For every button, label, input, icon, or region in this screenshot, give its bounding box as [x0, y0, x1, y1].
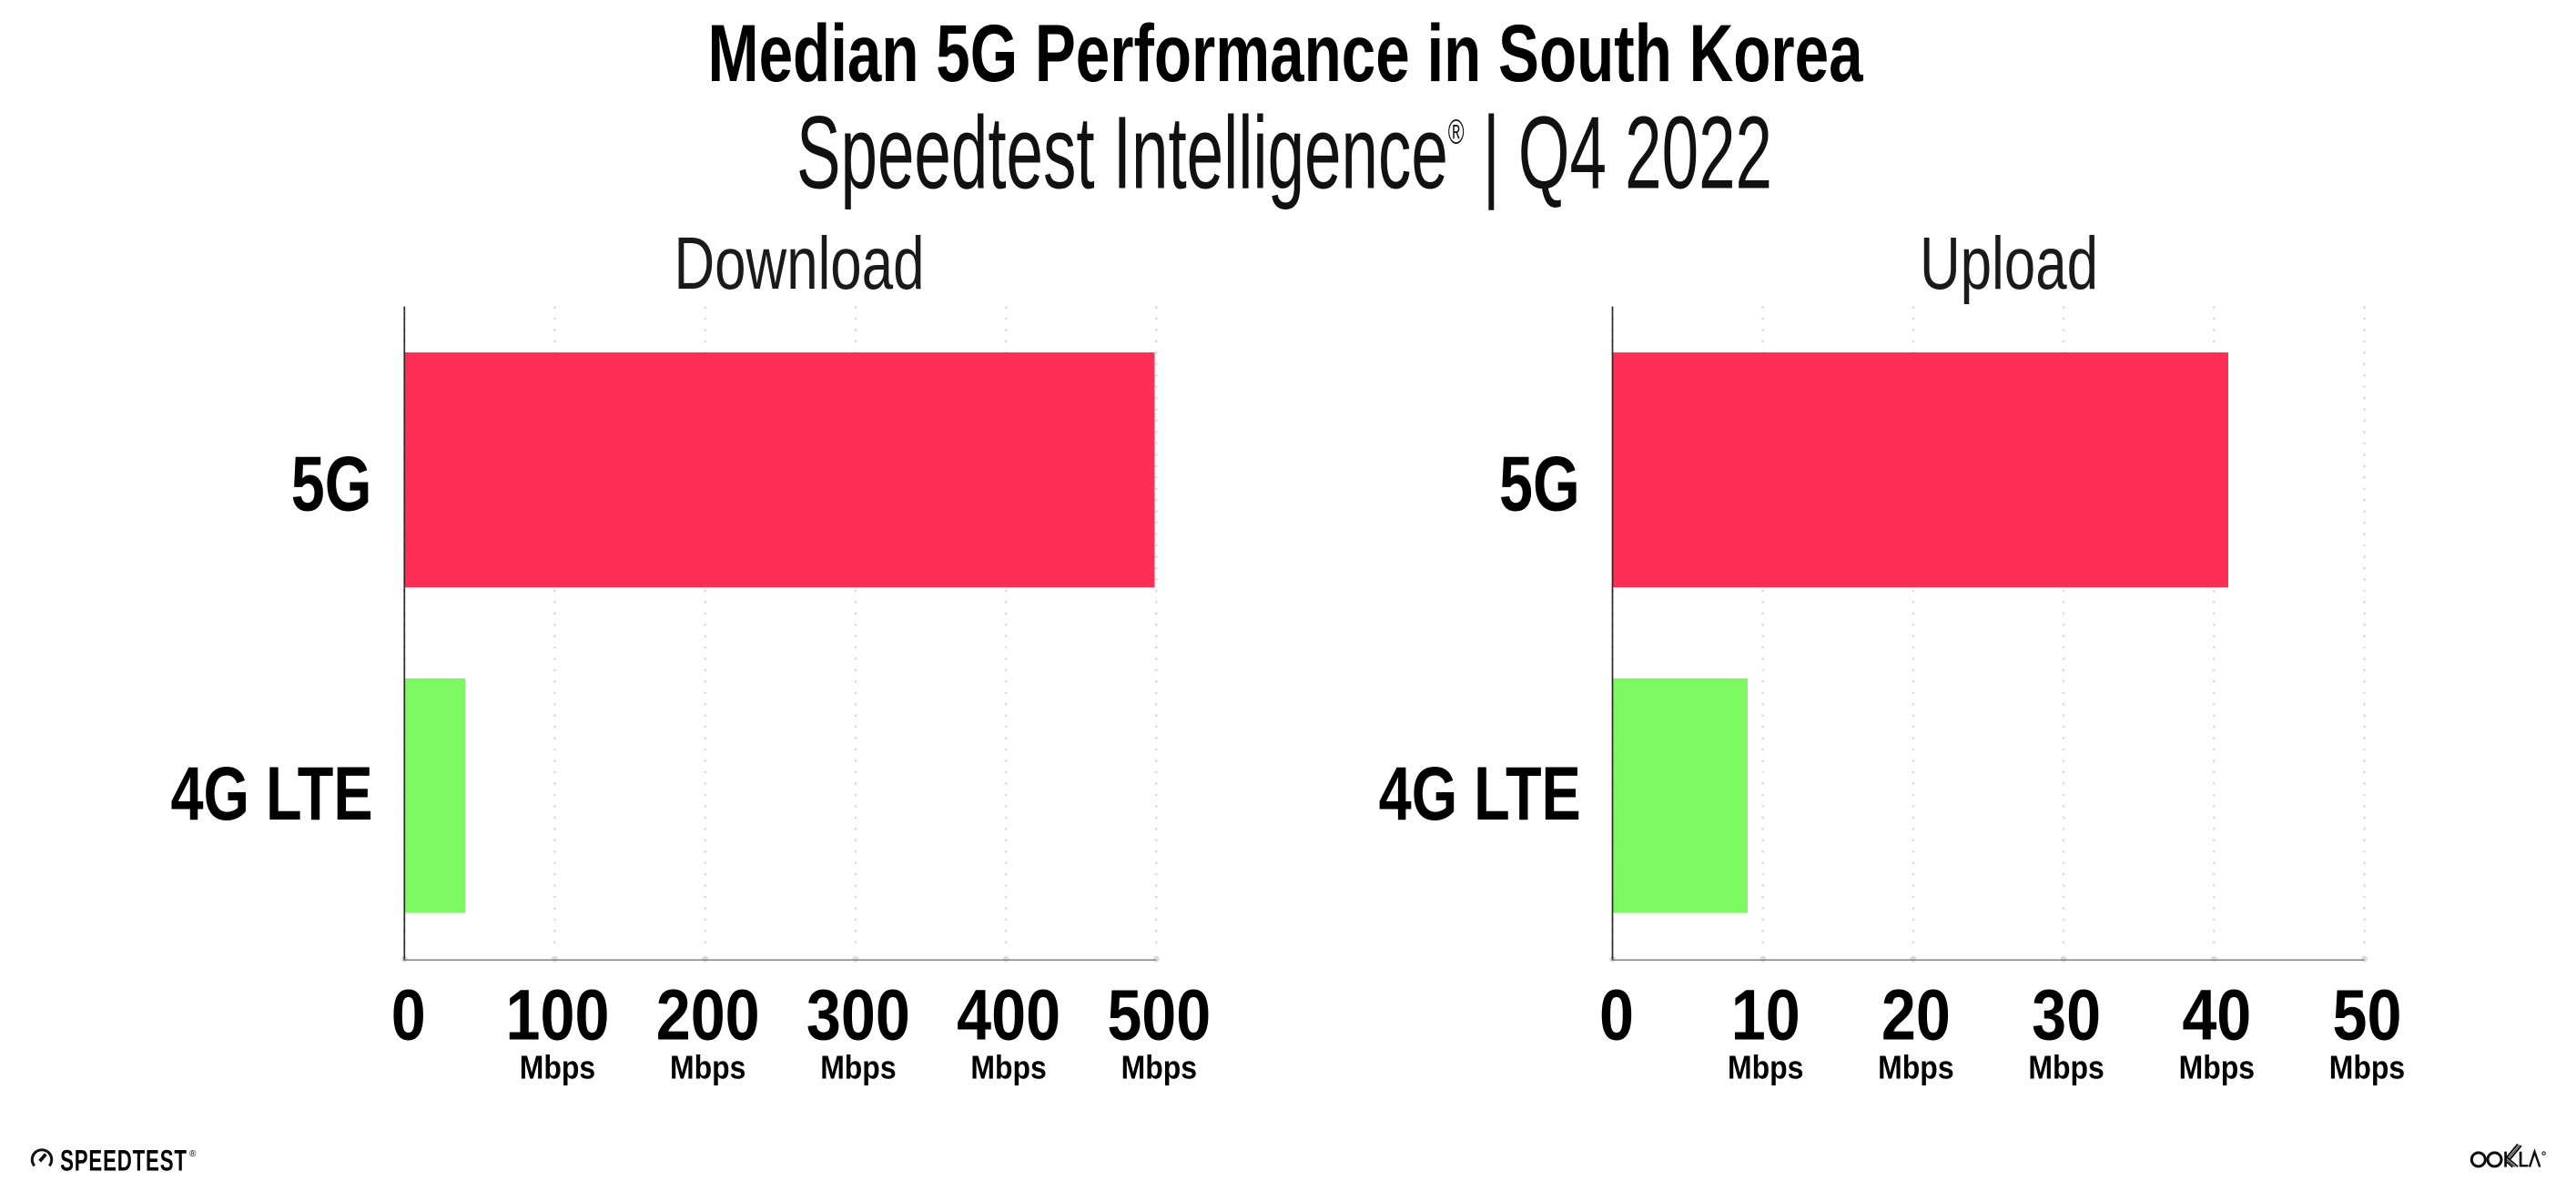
svg-text:Mbps: Mbps	[970, 1049, 1046, 1085]
svg-text:SPEEDTEST: SPEEDTEST	[60, 1144, 188, 1177]
svg-text:®: ®	[189, 1149, 197, 1159]
svg-text:5G: 5G	[1499, 442, 1580, 528]
svg-text:Mbps: Mbps	[2179, 1049, 2255, 1085]
svg-text:30: 30	[2032, 974, 2101, 1055]
svg-text:Mbps: Mbps	[2028, 1049, 2104, 1085]
svg-text:300: 300	[806, 974, 910, 1055]
svg-text:Mbps: Mbps	[670, 1049, 745, 1085]
svg-text:50: 50	[2333, 974, 2402, 1055]
svg-text:5G: 5G	[291, 442, 372, 528]
svg-text:4G LTE: 4G LTE	[1379, 751, 1581, 836]
svg-text:Download: Download	[674, 222, 925, 305]
svg-text:40: 40	[2182, 974, 2251, 1055]
svg-text:Mbps: Mbps	[1728, 1049, 1803, 1085]
svg-text:400: 400	[957, 974, 1060, 1055]
svg-text:Speedtest Intelligence® | Q4 2: Speedtest Intelligence® | Q4 2022	[796, 96, 1772, 210]
svg-text:Median 5G Performance in South: Median 5G Performance in South Korea	[707, 7, 1863, 98]
svg-text:Mbps: Mbps	[1121, 1049, 1197, 1085]
svg-text:200: 200	[656, 974, 760, 1055]
svg-text:0: 0	[391, 974, 426, 1055]
svg-text:100: 100	[506, 974, 610, 1055]
svg-text:10: 10	[1731, 974, 1800, 1055]
svg-text:Mbps: Mbps	[1878, 1049, 1953, 1085]
svg-text:Mbps: Mbps	[2329, 1049, 2405, 1085]
svg-text:Upload: Upload	[1920, 222, 2098, 305]
svg-text:500: 500	[1107, 974, 1211, 1055]
svg-text:4G LTE: 4G LTE	[170, 751, 372, 836]
svg-text:Mbps: Mbps	[820, 1049, 896, 1085]
svg-text:Mbps: Mbps	[520, 1049, 595, 1085]
svg-text:0: 0	[1599, 974, 1634, 1055]
svg-text:20: 20	[1881, 974, 1951, 1055]
